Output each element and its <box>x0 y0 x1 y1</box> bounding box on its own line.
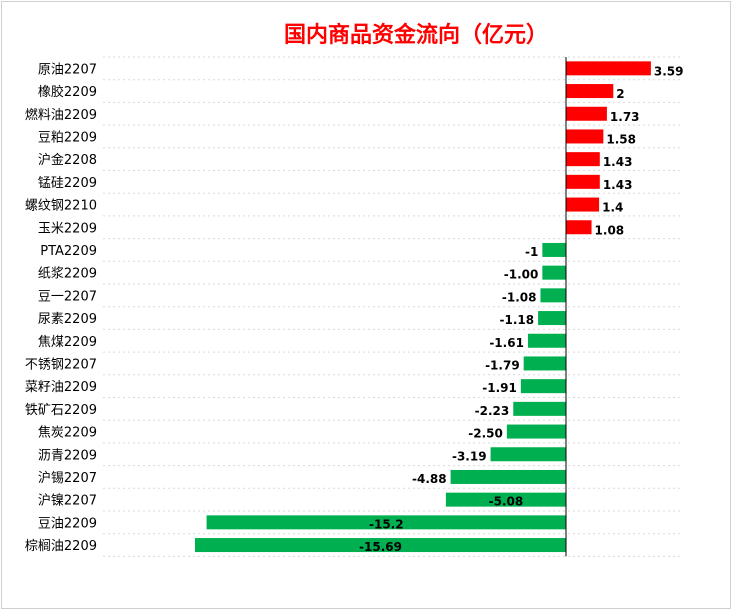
bar-15 <box>513 401 566 416</box>
data-label: 1.73 <box>610 110 640 124</box>
category-labels: 原油2207 橡胶2209 燃料油2209 豆粕2209 沪金2208 锰硅2209 螺纹钢… <box>25 62 97 554</box>
data-label: 1.43 <box>603 178 633 192</box>
category-label: 铁矿石2209 <box>25 403 97 418</box>
bar-20 <box>206 515 566 530</box>
category-label: 棕榈油2209 <box>25 539 97 554</box>
data-label: -1.08 <box>502 290 537 304</box>
data-label: 2 <box>616 87 624 101</box>
data-label: -1 <box>525 245 538 259</box>
data-label: -4.88 <box>412 472 447 486</box>
bar-14 <box>520 379 566 394</box>
category-label: 菜籽油2209 <box>25 380 97 395</box>
category-label: 橡胶2209 <box>38 84 97 100</box>
category-label: 尿素2209 <box>38 312 97 327</box>
category-label: 沥青2209 <box>38 448 97 463</box>
data-label: 1.58 <box>606 132 636 146</box>
data-label: -1.91 <box>482 381 517 395</box>
data-label: 1.08 <box>595 223 625 237</box>
bar-21 <box>195 538 566 553</box>
bar-1 <box>566 84 614 99</box>
bar-7 <box>566 220 592 235</box>
data-label: -15.69 <box>359 540 402 554</box>
gridlines <box>103 56 680 557</box>
bar-19 <box>445 492 566 507</box>
data-label: 1.4 <box>602 201 623 215</box>
bar-3 <box>566 129 604 144</box>
bar-16 <box>506 424 566 439</box>
data-label: -1.61 <box>489 336 524 350</box>
bar-4 <box>566 152 600 167</box>
data-label: -15.2 <box>369 517 404 531</box>
category-label: 原油2207 <box>38 62 97 77</box>
category-label: 沪锡2207 <box>38 470 97 486</box>
category-label: 螺纹钢2210 <box>25 199 97 214</box>
data-label: -2.23 <box>475 404 510 418</box>
data-label: 3.59 <box>654 64 684 78</box>
bar-17 <box>490 447 566 462</box>
category-label: 豆一2207 <box>38 289 97 304</box>
category-label: 沪镍2207 <box>38 493 97 509</box>
bars <box>195 61 651 553</box>
category-label: 燃料油2209 <box>25 107 97 123</box>
data-labels: 3.59 2 1.73 1.58 1.43 1.43 1.4 1.08 -1 -1.00 -1.08… <box>359 64 683 554</box>
data-label: -1.18 <box>500 313 535 327</box>
bar-6 <box>566 197 600 212</box>
category-label: 玉米2209 <box>38 221 97 236</box>
category-label: PTA2209 <box>40 244 97 259</box>
data-label: 1.43 <box>603 155 633 169</box>
data-label: -5.08 <box>489 495 524 509</box>
bar-18 <box>450 469 566 484</box>
bar-8 <box>542 242 566 257</box>
bar-11 <box>538 311 566 326</box>
category-label: 纸浆2209 <box>38 267 97 282</box>
category-label: 焦炭2209 <box>38 426 97 441</box>
data-label: -2.50 <box>468 427 503 441</box>
category-label: 豆油2209 <box>38 516 97 531</box>
category-label: 锰硅2209 <box>38 176 97 191</box>
data-label: -3.19 <box>452 449 487 463</box>
chart-title: 国内商品资金流向（亿元） <box>284 22 548 48</box>
bar-2 <box>566 106 607 121</box>
bar-9 <box>542 265 566 280</box>
bar-12 <box>527 333 566 348</box>
category-label: 沪金2208 <box>38 152 97 168</box>
bar-5 <box>566 174 600 189</box>
data-label: -1.79 <box>485 358 520 372</box>
category-label: 豆粕2209 <box>38 130 97 145</box>
bar-13 <box>523 356 566 371</box>
bar-10 <box>540 288 566 303</box>
category-label: 不锈钢2207 <box>25 357 97 372</box>
data-label: -1.00 <box>504 268 539 282</box>
bar-0 <box>566 61 651 76</box>
category-label: 焦煤2209 <box>38 335 97 350</box>
